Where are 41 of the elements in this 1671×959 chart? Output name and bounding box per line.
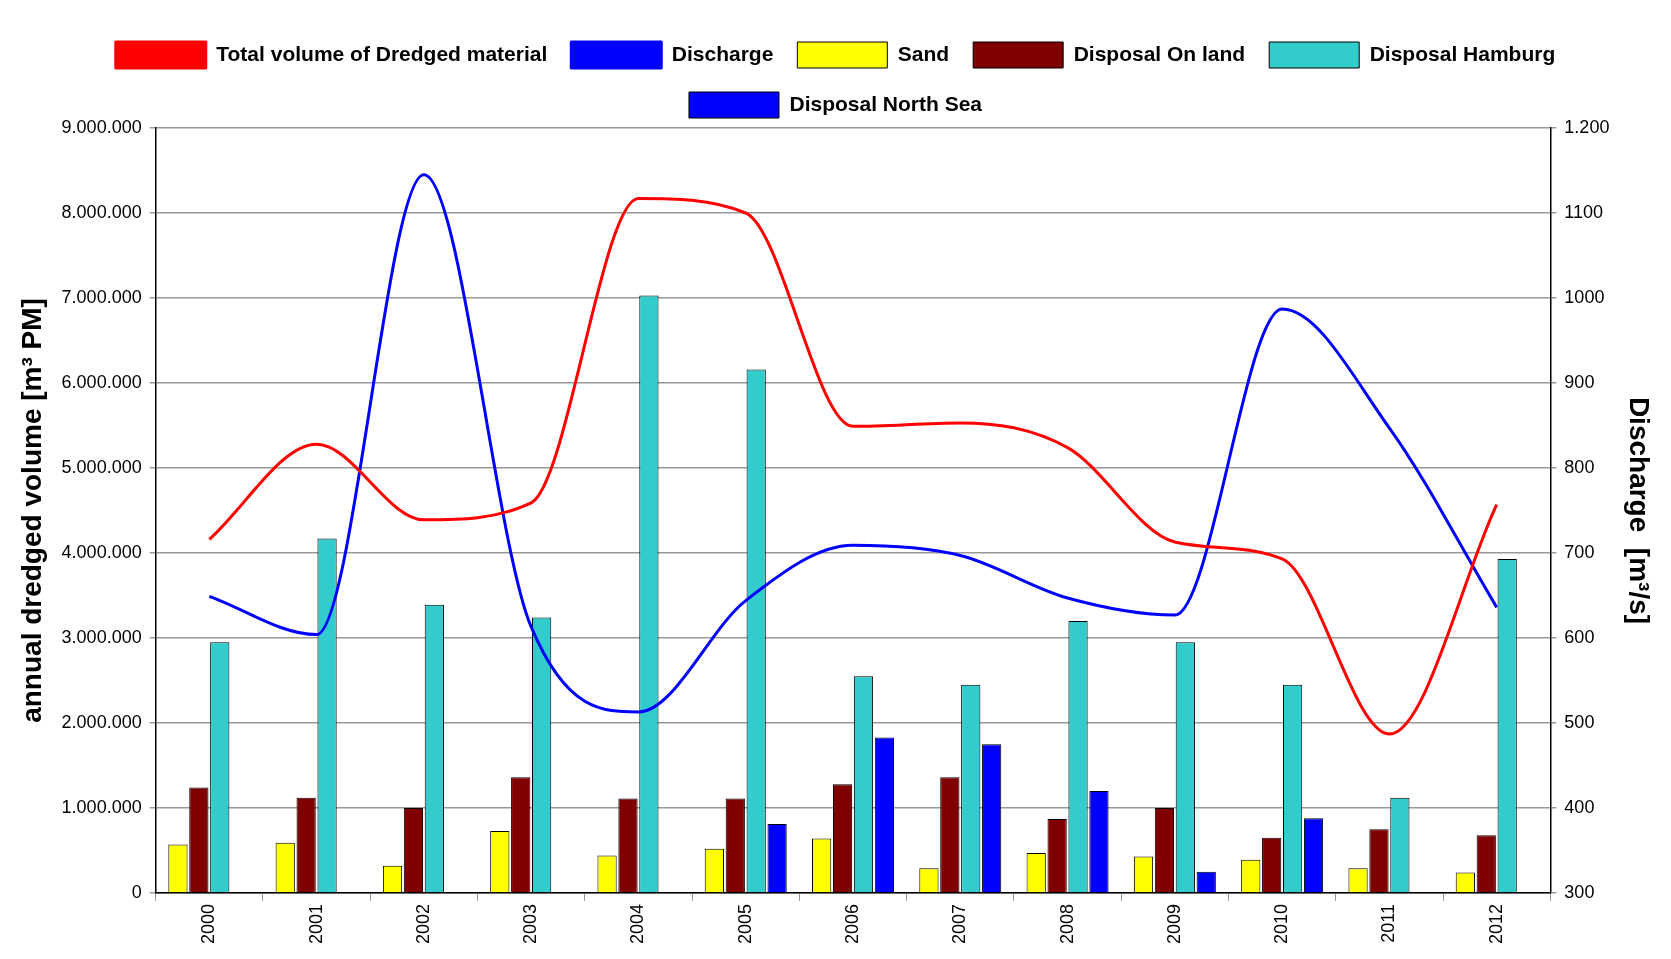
y2-tick-label: 700	[1564, 541, 1595, 562]
legend-label: Disposal North Sea	[789, 91, 983, 115]
y2-tick-label: 1000	[1564, 286, 1605, 307]
legend-label: Disposal Hamburg	[1369, 41, 1556, 65]
y2-tick-label: 300	[1564, 881, 1595, 902]
y2-tick-label: 600	[1564, 626, 1595, 647]
y2-tick-label: 1.200	[1564, 116, 1610, 137]
y2-tick-label: 400	[1564, 796, 1595, 817]
x-tick-label: 2004	[627, 903, 648, 944]
x-tick-label: 2001	[305, 903, 326, 944]
y2-tick-label: 1100	[1564, 201, 1604, 222]
y-tick-label: 7.000.000	[61, 286, 142, 307]
y2-tick-label: 800	[1564, 456, 1595, 477]
legend-label: Total volume of Dredged material	[216, 41, 548, 65]
x-tick-label: 2011	[1378, 903, 1399, 943]
y-tick-label: 9.000.000	[61, 116, 142, 137]
x-tick-label: 2008	[1056, 903, 1077, 944]
x-tick-label: 2010	[1271, 903, 1292, 944]
y-tick-label: 6.000.000	[61, 371, 142, 392]
y2-tick-label: 900	[1564, 371, 1595, 392]
x-tick-label: 2003	[520, 903, 541, 944]
y-axis-title: annual dredged volume [m³ PM]	[15, 298, 47, 723]
y-tick-label: 3.000.000	[61, 626, 142, 647]
x-tick-label: 2007	[949, 903, 970, 944]
y-tick-label: 8.000.000	[61, 201, 142, 222]
y2-tick-label: 500	[1564, 711, 1595, 732]
y-tick-label: 5.000.000	[61, 456, 142, 477]
x-tick-label: 2012	[1485, 903, 1506, 944]
y-tick-label: 1.000.000	[61, 796, 142, 817]
x-tick-label: 2009	[1163, 903, 1184, 944]
legend-label: Disposal On land	[1073, 41, 1246, 65]
y2-axis-title: Discharge [m³/s]	[1624, 396, 1656, 625]
legend-label: Sand	[897, 41, 950, 65]
x-tick-label: 2000	[198, 903, 219, 944]
legend-label: Discharge	[671, 41, 774, 65]
y-tick-label: 4.000.000	[61, 541, 142, 562]
y-tick-label: 2.000.000	[61, 711, 142, 732]
x-tick-label: 2002	[412, 903, 433, 944]
x-tick-label: 2006	[841, 903, 862, 944]
x-tick-label: 2005	[734, 903, 755, 944]
y-tick-label: 0	[131, 881, 142, 902]
